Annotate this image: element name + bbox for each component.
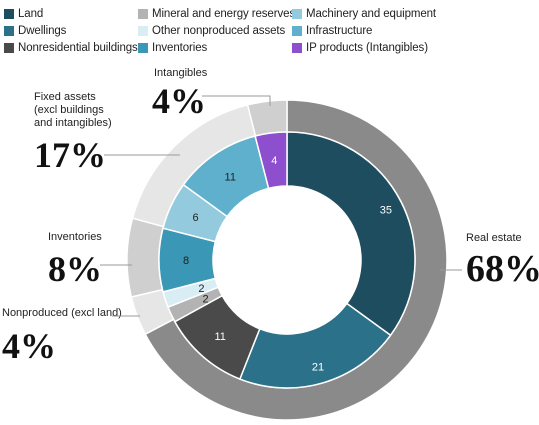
callout-label: Nonproduced (excl land) <box>2 307 122 319</box>
legend-item-infrastructure: Infrastructure <box>292 22 372 39</box>
legend-label: Dwellings <box>18 24 67 37</box>
legend-swatch <box>138 42 148 53</box>
segment-labels: 35 21 11 22 8 6 11 4 <box>183 155 392 374</box>
callout-percent: 4% <box>152 81 206 121</box>
callout-percent: 4% <box>2 326 56 366</box>
legend-label: Mineral and energy reserves <box>152 7 296 20</box>
legend-swatch <box>292 8 302 19</box>
segment-label-ip-products-intangibles: 4 <box>271 155 277 167</box>
callout-percent: 8% <box>48 249 102 289</box>
legend-label: Other nonproduced assets <box>152 24 286 37</box>
segment-label-mineral-and-energy-reserves: 2 <box>203 293 209 305</box>
callout-nonproduced-excl-land: Nonproduced (excl land) 4% <box>2 307 140 366</box>
legend-item-dwellings: Dwellings <box>4 22 66 39</box>
legend-swatch <box>4 42 14 53</box>
segment-label-inventories: 8 <box>183 255 189 267</box>
callout-label: Intangibles <box>154 67 208 79</box>
inner-ring <box>158 131 416 389</box>
legend-swatch <box>4 25 14 36</box>
legend-label: Infrastructure <box>306 24 373 37</box>
segment-label-machinery-and-equipment: 6 <box>193 212 199 224</box>
legend-label: Nonresidential buildings <box>18 41 138 54</box>
legend-item-nonresidential-buildings: Nonresidential buildings <box>4 39 138 56</box>
callout-label: Real estate <box>466 232 522 244</box>
callout-label: and intangibles) <box>34 117 112 129</box>
callout-label: Fixed assets <box>34 91 96 103</box>
segment-label-nonresidential-buildings: 11 <box>214 331 225 343</box>
legend-item-inventories: Inventories <box>138 39 207 56</box>
legend-swatch <box>292 25 302 36</box>
callout-real-estate: Real estate 68% <box>440 232 539 290</box>
legend-item-machinery-and-equipment: Machinery and equipment <box>292 5 436 22</box>
callout-inventories: Inventories 8% <box>48 231 132 289</box>
inner-segment-land <box>286 131 416 337</box>
callout-percent: 68% <box>466 248 539 290</box>
legend-item-land: Land <box>4 5 43 22</box>
legend-swatch <box>138 8 148 19</box>
legend-item-mineral-and-energy-reserves: Mineral and energy reserves <box>138 5 295 22</box>
segment-label-other-nonproduced-assets: 2 <box>198 283 204 295</box>
callout-leader-line <box>202 95 271 106</box>
legend-label: Inventories <box>152 41 208 54</box>
callout-intangibles: Intangibles 4% <box>152 67 271 121</box>
legend-label: Land <box>18 7 44 20</box>
legend-swatch <box>292 42 302 53</box>
legend-label: Machinery and equipment <box>306 7 437 20</box>
outer-segment-inventories <box>126 217 165 298</box>
segment-label-dwellings: 21 <box>312 362 324 374</box>
legend: Land Dwellings Nonresidential buildings Min… <box>0 0 539 54</box>
segment-label-infrastructure: 11 <box>225 171 236 183</box>
segment-label-land: 35 <box>380 205 392 217</box>
callout-label: (excl buildings <box>34 104 104 116</box>
callout-percent: 17% <box>34 135 106 175</box>
legend-item-other-nonproduced-assets: Other nonproduced assets <box>138 22 285 39</box>
legend-swatch <box>138 25 148 36</box>
callout-label: Inventories <box>48 231 102 243</box>
outer-segment-intangibles <box>246 99 288 137</box>
inner-segment-ip-products-intangibles <box>254 131 288 190</box>
legend-item-ip-products-intangibles: IP products (Intangibles) <box>292 39 428 56</box>
legend-swatch <box>4 8 14 19</box>
legend-label: IP products (Intangibles) <box>306 41 428 54</box>
